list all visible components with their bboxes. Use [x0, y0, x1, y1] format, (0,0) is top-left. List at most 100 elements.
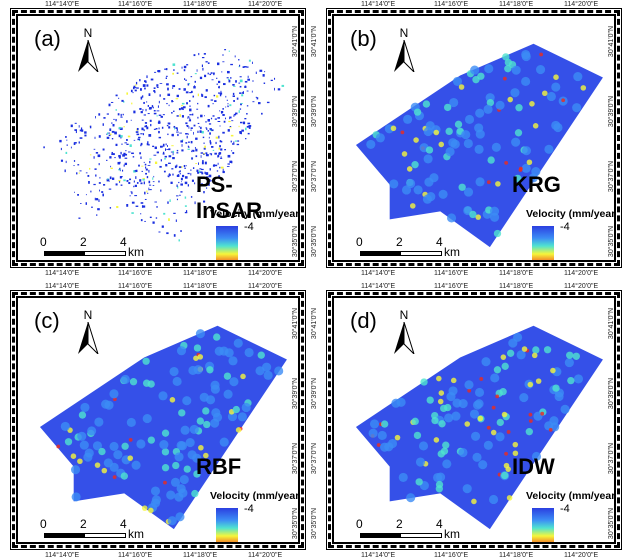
- ps-point: [201, 172, 204, 175]
- ps-point: [226, 165, 230, 167]
- ps-point: [172, 157, 175, 160]
- ps-point: [89, 154, 92, 156]
- velocity-hotspot: [98, 447, 106, 456]
- ps-point: [266, 101, 270, 104]
- velocity-hotspot: [526, 159, 533, 166]
- north-label: N: [399, 26, 409, 40]
- panel-label: (c): [34, 308, 60, 333]
- ps-point: [178, 239, 180, 242]
- ps-point: [211, 146, 214, 148]
- ps-point: [157, 70, 159, 73]
- legend-title: Velocity (mm/year): [210, 490, 300, 502]
- ps-point: [106, 133, 108, 135]
- ps-point: [216, 83, 219, 85]
- ps-point: [239, 92, 242, 94]
- longitude-tick-label: 114°14'0"E: [361, 1, 396, 8]
- north-arrow: N: [73, 26, 103, 77]
- ps-point: [189, 100, 191, 102]
- ps-point: [216, 95, 219, 98]
- ps-point: [167, 145, 169, 147]
- velocity-hotspot: [486, 99, 495, 107]
- ps-point: [133, 185, 135, 188]
- ps-point: [191, 179, 194, 182]
- ps-point: [218, 175, 221, 177]
- ps-point: [145, 168, 148, 171]
- ps-point: [199, 177, 201, 179]
- ps-point: [150, 123, 152, 127]
- ps-point: [131, 212, 134, 214]
- ps-point: [144, 191, 146, 195]
- velocity-hotspot: [454, 120, 463, 128]
- ps-point: [217, 155, 219, 158]
- velocity-hotspot: [443, 103, 452, 112]
- ps-point: [235, 80, 237, 83]
- velocity-hotspot: [464, 114, 475, 125]
- ps-point: [129, 195, 131, 197]
- ps-point: [227, 103, 229, 105]
- ps-point: [191, 149, 195, 151]
- ps-point: [213, 74, 215, 76]
- ps-point: [162, 153, 165, 155]
- velocity-hotspot: [84, 448, 94, 458]
- ps-point: [218, 92, 220, 94]
- ps-point: [118, 134, 121, 138]
- velocity-hotspot: [531, 451, 542, 462]
- ps-point: [91, 206, 93, 208]
- longitude-tick-label: 114°20'0"E: [564, 1, 599, 8]
- ps-point: [255, 96, 257, 98]
- ps-point: [204, 74, 207, 78]
- ps-point: [159, 83, 163, 84]
- ps-point: [111, 122, 113, 124]
- ps-point: [43, 146, 45, 149]
- latitude-tick-label: 30°41'0"N: [608, 307, 616, 340]
- ps-point: [108, 188, 112, 190]
- scale-unit: km: [128, 245, 144, 259]
- ps-point: [118, 154, 121, 158]
- ps-point: [140, 219, 143, 222]
- velocity-hotspot: [501, 362, 509, 370]
- color-bar: [532, 226, 554, 260]
- velocity-hotspot: [174, 492, 184, 502]
- ps-point: [139, 179, 142, 182]
- velocity-hotspot: [504, 161, 509, 165]
- velocity-hotspot: [554, 391, 564, 402]
- ps-point: [176, 131, 179, 133]
- ps-point: [154, 161, 158, 165]
- velocity-hotspot: [380, 442, 390, 452]
- ps-point: [188, 126, 190, 129]
- ps-point: [161, 225, 164, 228]
- ps-point: [186, 135, 188, 139]
- ps-point: [162, 151, 165, 154]
- north-label: N: [399, 308, 409, 322]
- velocity-hotspot: [79, 440, 89, 450]
- ps-point: [145, 125, 147, 128]
- ps-point: [168, 126, 171, 129]
- longitude-tick-label: 114°20'0"E: [248, 270, 283, 277]
- ps-point: [133, 110, 136, 114]
- longitude-tick-label: 114°16'0"E: [434, 1, 469, 8]
- ps-point: [185, 91, 189, 94]
- ps-point: [131, 102, 133, 105]
- velocity-hotspot: [80, 402, 90, 412]
- ps-point: [211, 79, 214, 81]
- velocity-hotspot: [415, 457, 426, 467]
- ps-point: [141, 165, 144, 167]
- ps-point: [167, 93, 171, 96]
- ps-point: [247, 132, 250, 135]
- ps-point: [228, 120, 231, 123]
- velocity-hotspot: [219, 437, 229, 447]
- ps-point: [133, 170, 136, 173]
- ps-point: [108, 132, 110, 134]
- velocity-hotspot: [475, 108, 485, 118]
- ps-point: [222, 108, 225, 110]
- color-bar: [532, 508, 554, 542]
- ps-point: [168, 104, 170, 107]
- velocity-hotspot: [495, 100, 505, 110]
- velocity-hotspot: [474, 387, 485, 398]
- ps-point: [142, 95, 144, 98]
- ps-point: [154, 71, 157, 73]
- velocity-hotspot: [491, 405, 496, 410]
- ps-point: [188, 83, 191, 85]
- ps-point: [119, 169, 121, 172]
- velocity-hotspot: [274, 366, 284, 376]
